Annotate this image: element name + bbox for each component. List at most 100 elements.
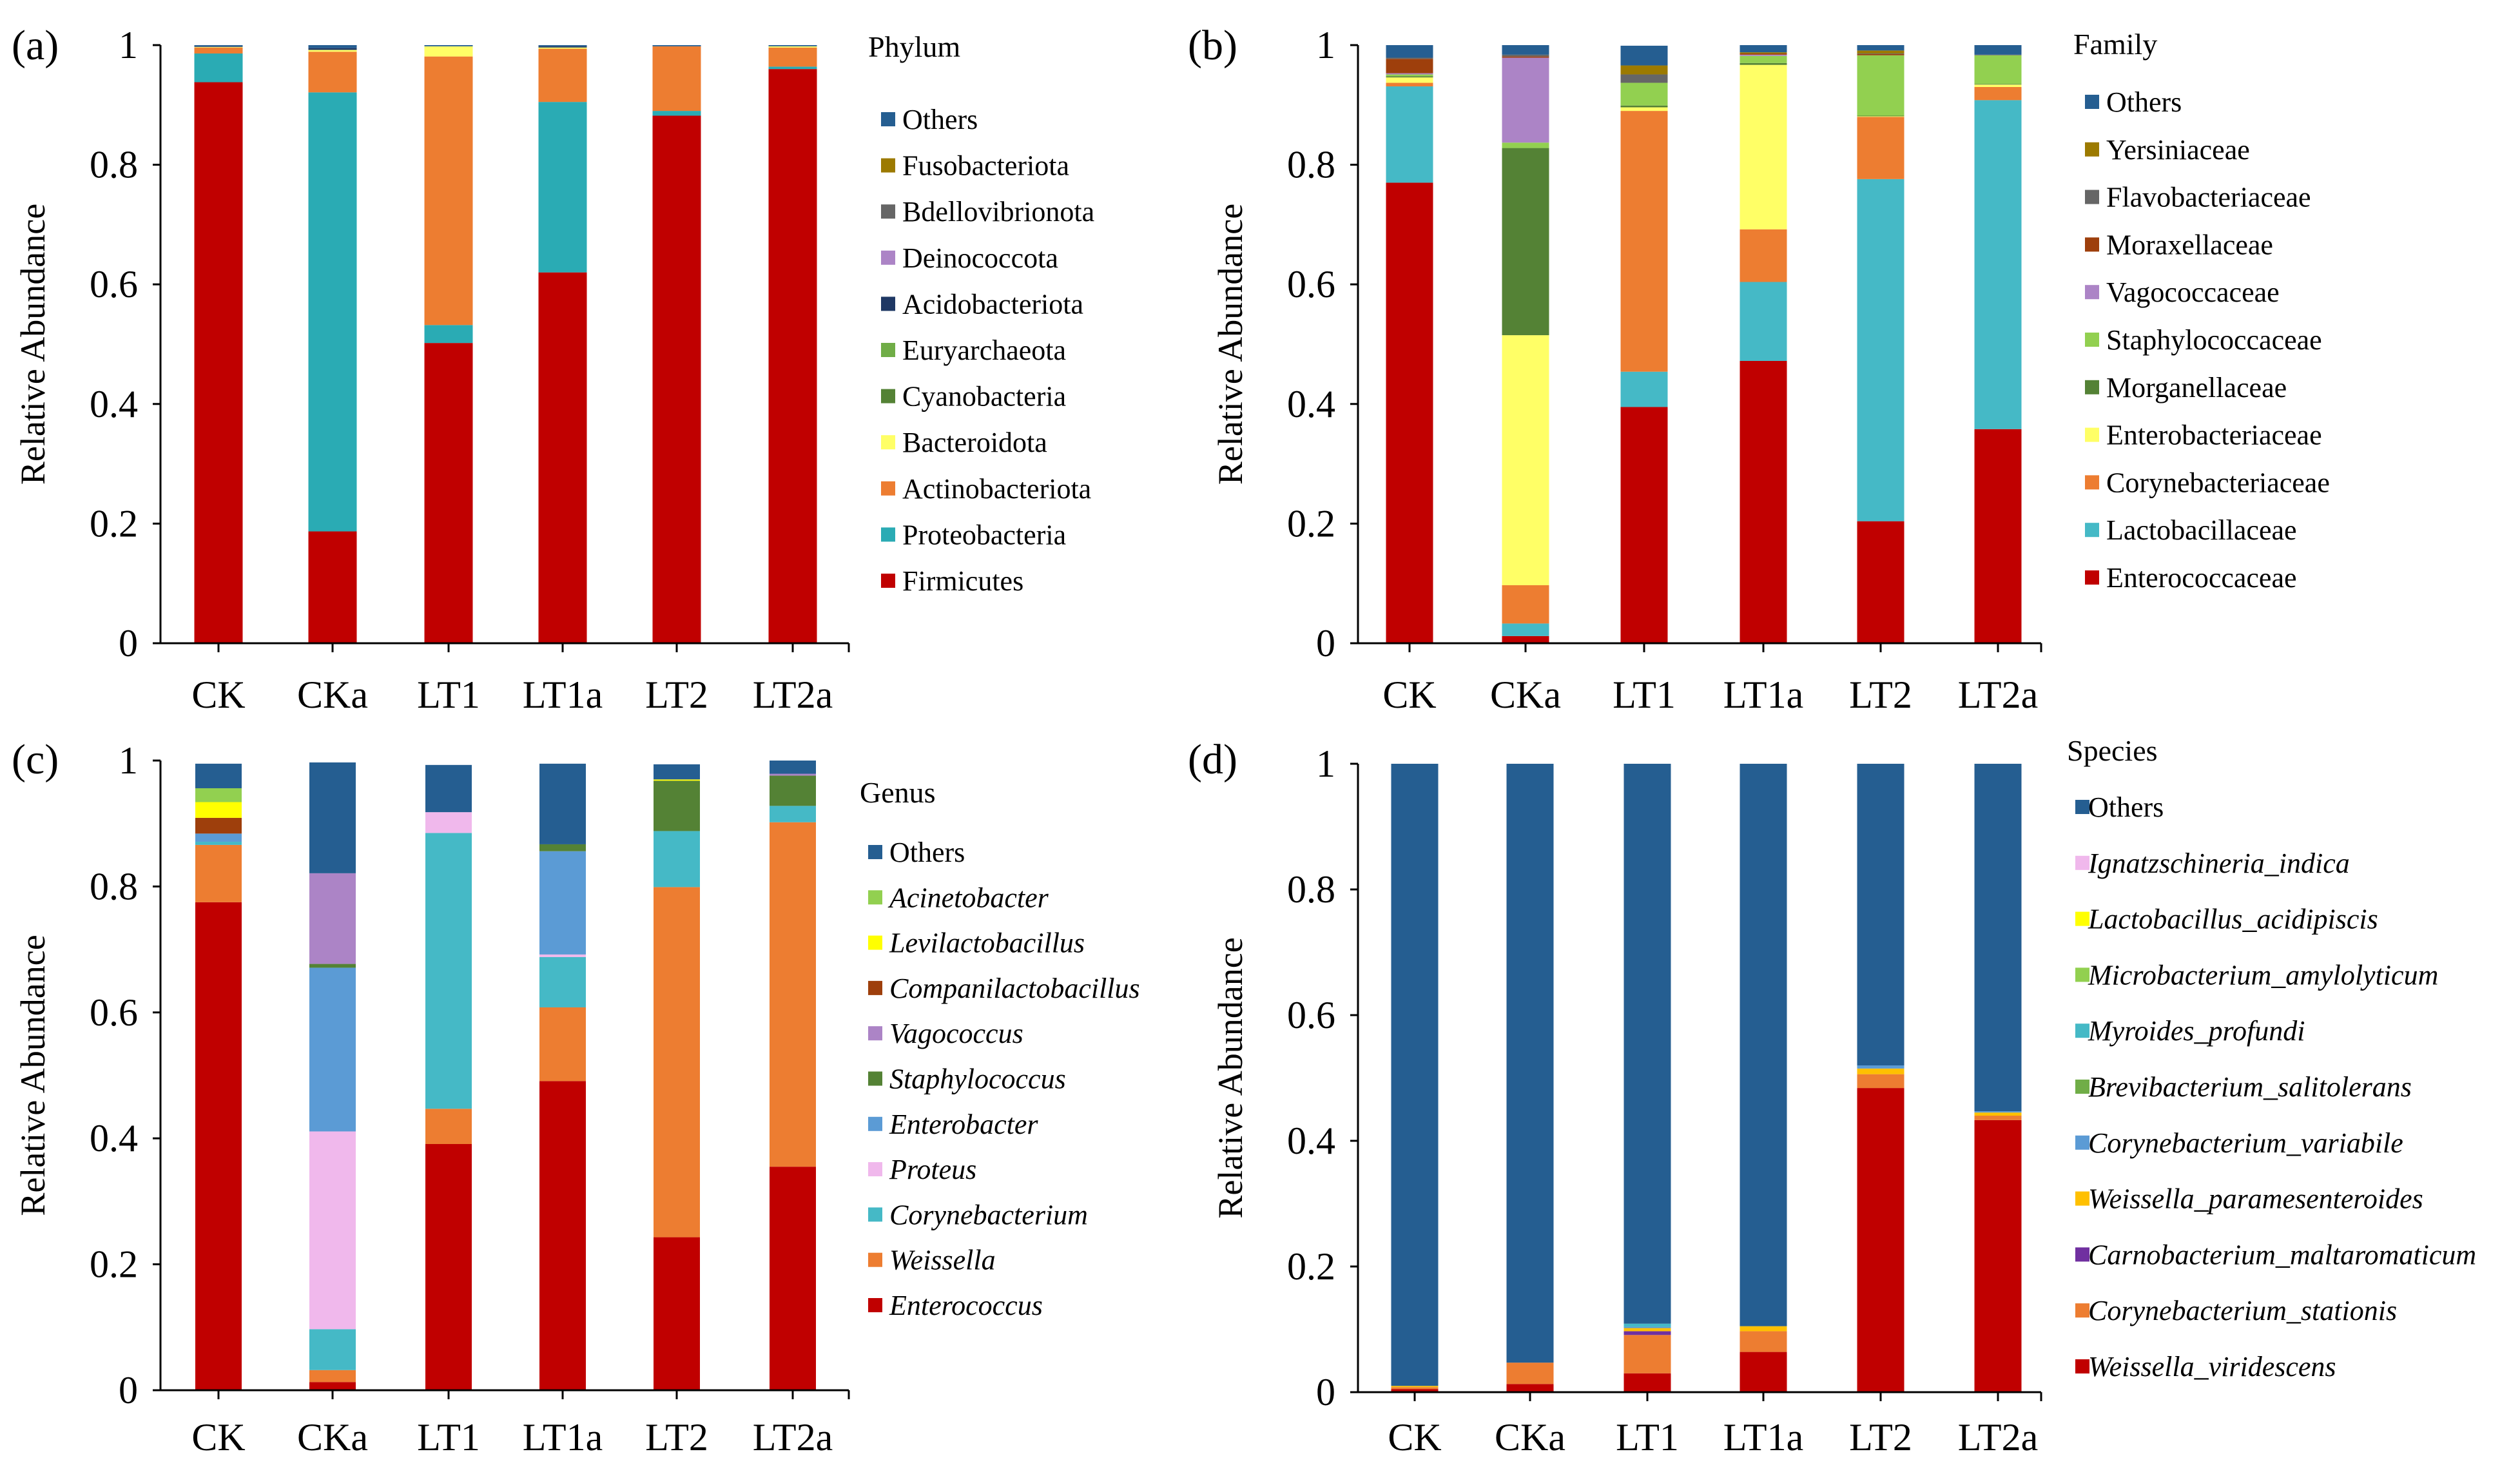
legend-swatch (2085, 237, 2099, 252)
legend: Phylum Firmicutes Proteobacteria Actinobact… (868, 30, 1094, 597)
y-axis-label: Relative Abundance (14, 204, 52, 485)
bar-segment-LT2a-others (768, 45, 817, 46)
bar-segment-LT1-myroides-profundi (1623, 1323, 1671, 1327)
y-tick-label: 0.4 (90, 1117, 138, 1159)
legend-swatch (881, 250, 895, 265)
legend-item: Enterobacter (868, 1109, 1038, 1140)
legend-swatch (881, 296, 895, 311)
bar-segment-LT2a-enterococcaceae (1974, 429, 2022, 643)
legend-label: Flavobacteriaceae (2106, 182, 2311, 213)
legend-item: Actinobacteriota (881, 473, 1091, 505)
bar-segment-LT1-others (424, 45, 473, 46)
bar-segment-LT2-staphylococcus (654, 781, 700, 831)
bar-segment-CK-weissella (195, 844, 242, 902)
bar-segment-LT1a-firmicutes (538, 272, 587, 643)
legend-swatch (2085, 570, 2099, 585)
legend-label: Enterococcus (889, 1290, 1043, 1321)
legend-label: Corynebacterium_variabile (2088, 1127, 2403, 1159)
x-tick-label: LT1a (523, 1416, 603, 1459)
legend-swatch (868, 845, 882, 859)
bar-segment-LT1a-staphylococcaceae (1740, 55, 1787, 63)
bar-segment-CK-proteobacteria (194, 53, 243, 82)
legend-swatch (2075, 1303, 2089, 1318)
bar-segment-LT2-firmicutes (652, 115, 701, 643)
bar-segment-LT1a-weissella-paramesenteroides (1740, 1326, 1787, 1332)
legend-item: Cyanobacteria (881, 381, 1066, 412)
legend-item: Flavobacteriaceae (2085, 182, 2311, 213)
y-axis-label: Relative Abundance (1211, 204, 1250, 485)
legend-swatch (868, 1207, 882, 1222)
legend-label: Others (2106, 86, 2182, 118)
legend-label: Firmicutes (902, 565, 1023, 597)
bar-segment-CKa-moraxellaceae (1502, 56, 1549, 58)
legend-label: Corynebacterium (889, 1199, 1088, 1230)
y-tick-label: 1 (1316, 742, 1335, 785)
legend-label: Enterococcaceae (2106, 562, 2297, 594)
bar-segment-CKa-others (308, 45, 357, 48)
y-tick-label: 1 (119, 24, 138, 66)
legend-label: Levilactobacillus (889, 927, 1085, 959)
legend-item: Ignatzschineria_indica (2075, 848, 2350, 879)
legend-title: Genus (860, 776, 936, 809)
legend-swatch (881, 481, 895, 496)
legend-label: Acinetobacter (887, 882, 1049, 913)
y-tick-label: 0.6 (1287, 994, 1335, 1036)
legend-swatch (2075, 1024, 2089, 1038)
bar-segment-LT1-actinobacteriota (424, 56, 473, 325)
legend-label: Myroides_profundi (2088, 1015, 2305, 1047)
y-tick-label: 0.4 (1287, 1120, 1335, 1162)
bar-segment-LT1-corynebacterium (425, 833, 472, 1109)
bar-segment-LT2a-others (1974, 45, 2022, 55)
legend-item: Acidobacteriota (881, 288, 1083, 320)
panel-label: (c) (12, 736, 59, 783)
bar-segment-LT2a-firmicutes (768, 69, 817, 644)
legend-swatch (2075, 967, 2089, 982)
bar-segment-CKa-enterobacteriaceae (1502, 335, 1549, 585)
bar-segment-CK-flavobacteriaceae (1386, 57, 1433, 59)
legend-item: Staphylococcaceae (2085, 324, 2322, 356)
legend-item: Brevibacterium_salitolerans (2075, 1071, 2412, 1103)
legend-label: Carnobacterium_maltaromaticum (2088, 1239, 2476, 1270)
y-axis-label: Relative Abundance (1211, 937, 1250, 1218)
bar-segment-LT2-actinobacteriota (652, 46, 701, 112)
legend-swatch (868, 1162, 882, 1177)
legend-item: Microbacterium_amylolyticum (2075, 959, 2438, 991)
bar-segment-CKa-others (309, 762, 356, 873)
legend-item: Lactobacillus_acidipiscis (2075, 904, 2378, 935)
legend-swatch (2075, 1080, 2089, 1094)
bar-segment-CK-morganellaceae (1386, 76, 1433, 78)
bar-segment-CK-acidobacteriota (194, 46, 243, 47)
bar-segment-CKa-corynebacteriaceae (1502, 585, 1549, 624)
x-tick-label: LT2a (753, 1416, 833, 1459)
x-tick-label: LT1a (1723, 1416, 1803, 1459)
legend-label: Others (889, 837, 965, 868)
bar-segment-LT1-corynebacterium-stationis (1623, 1335, 1671, 1373)
bar-segment-LT2a-actinobacteriota (768, 47, 817, 67)
bar-segment-CK-others (1391, 764, 1439, 1386)
legend-item: Yersiniaceae (2085, 134, 2250, 166)
y-tick-label: 0 (119, 1369, 138, 1412)
legend-label: Acidobacteriota (902, 288, 1083, 320)
legend-item: Weissella (868, 1245, 996, 1276)
legend-swatch (868, 890, 882, 905)
y-tick-label: 0.2 (1287, 502, 1335, 545)
bar-segment-CKa-proteus (309, 1131, 356, 1330)
bar-segment-LT2-yersiniaceae (1857, 50, 1905, 53)
bar-segment-CKa-staphylococcus (309, 964, 356, 968)
bar-segment-CKa-weissella-viridescens (1506, 1384, 1554, 1392)
legend-label: Enterobacter (889, 1109, 1038, 1140)
legend-label: Staphylococcus (889, 1063, 1066, 1095)
legend-title: Family (2073, 28, 2157, 61)
bar-segment-CK-vagococcaceae (1386, 73, 1433, 75)
bar-segment-CK-others (194, 45, 243, 46)
legend-item: Lactobacillaceae (2085, 514, 2297, 546)
legend-swatch (868, 1252, 882, 1267)
legend-item: Moraxellaceae (2085, 229, 2273, 260)
x-tick-label: LT1a (523, 674, 603, 716)
bar-segment-LT2-others (1857, 764, 1905, 1065)
bar-segment-LT1-staphylococcaceae (1620, 82, 1668, 106)
legend-label: Brevibacterium_salitolerans (2088, 1071, 2412, 1103)
y-tick-label: 0.8 (90, 144, 138, 186)
legend-swatch (868, 1026, 882, 1041)
